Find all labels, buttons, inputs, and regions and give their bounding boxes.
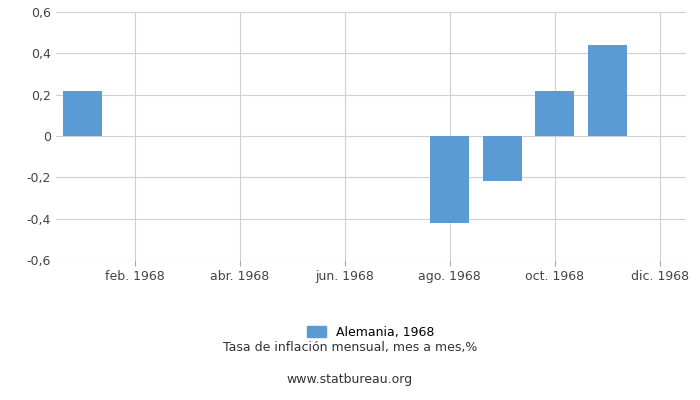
Bar	[482, 136, 522, 182]
Bar	[62, 90, 102, 136]
Bar	[430, 136, 470, 223]
Text: Tasa de inflación mensual, mes a mes,%: Tasa de inflación mensual, mes a mes,%	[223, 342, 477, 354]
Legend: Alemania, 1968: Alemania, 1968	[302, 321, 440, 344]
Bar	[535, 90, 575, 136]
Bar	[587, 45, 627, 136]
Text: www.statbureau.org: www.statbureau.org	[287, 374, 413, 386]
